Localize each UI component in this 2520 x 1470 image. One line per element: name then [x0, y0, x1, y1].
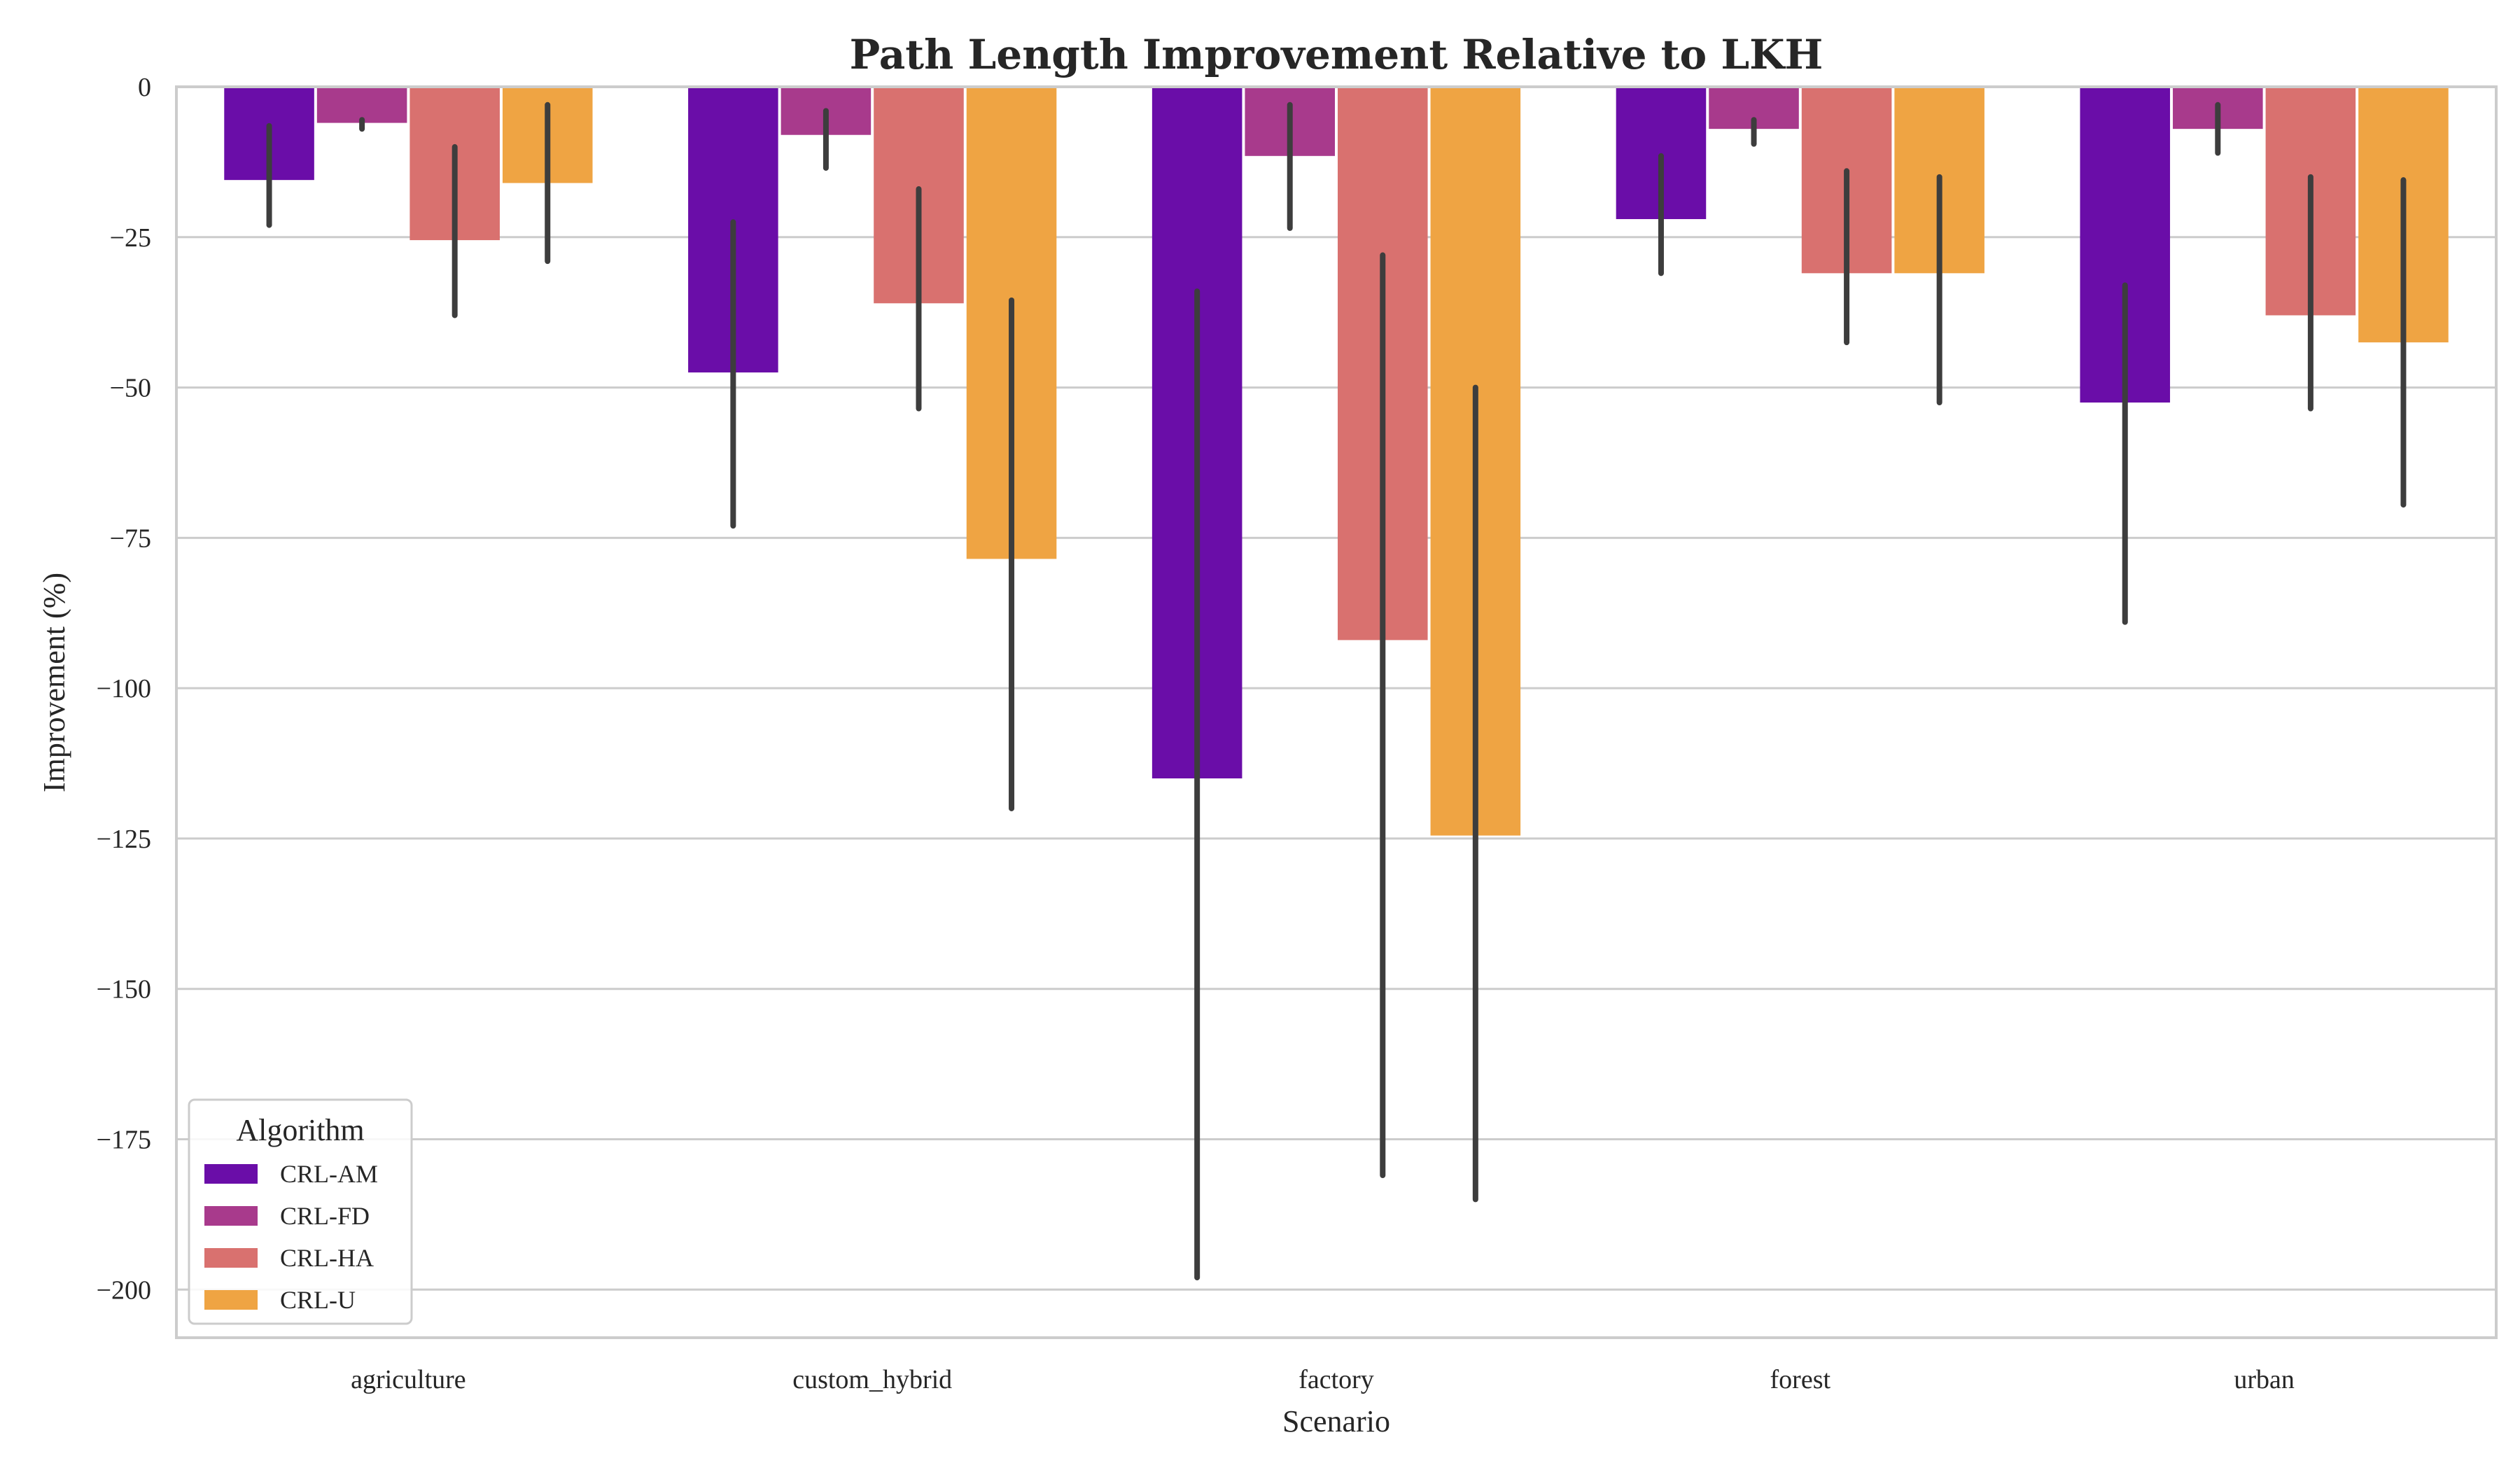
legend-title: Algorithm: [236, 1113, 364, 1147]
legend-items: CRL-AM CRL-FD CRL-HA CRL-U: [204, 1160, 378, 1314]
x-tick-label: factory: [1298, 1365, 1374, 1394]
y-tick-label: −175: [97, 1125, 151, 1154]
legend-label: CRL-U: [280, 1286, 356, 1314]
y-tick-label: −150: [97, 975, 151, 1004]
y-tick-label: −25: [110, 223, 151, 253]
error-bars: [266, 102, 2407, 1281]
legend-swatch: [204, 1206, 258, 1226]
bar: [316, 87, 407, 123]
y-tick-labels: 0 −25 −50 −75 −100 −125 −150 −175 −200: [97, 73, 151, 1305]
x-tick-label: forest: [1770, 1365, 1831, 1394]
y-tick-label: −50: [110, 374, 151, 403]
legend-swatch: [204, 1290, 258, 1310]
legend-swatch: [204, 1248, 258, 1268]
x-tick-label: urban: [2234, 1365, 2295, 1394]
x-tick-labels: agriculture custom_hybrid factory forest urb…: [351, 1365, 2295, 1394]
y-tick-label: −125: [97, 825, 151, 854]
y-tick-label: −100: [97, 674, 151, 704]
x-tick-label: agriculture: [351, 1365, 466, 1394]
y-tick-label: −75: [110, 524, 151, 553]
y-axis-label: Improvement (%): [37, 573, 71, 792]
y-tick-label: 0: [138, 73, 151, 102]
legend-swatch: [204, 1164, 258, 1184]
y-tick-label: −200: [97, 1275, 151, 1305]
plot-frame: [175, 85, 2498, 1339]
x-axis-label: Scenario: [1282, 1404, 1390, 1438]
x-tick-label: custom_hybrid: [792, 1365, 952, 1394]
legend: Algorithm CRL-AM CRL-FD CRL-HA CRL-U: [188, 1098, 413, 1325]
chart-title: Path Length Improvement Relative to LKH: [850, 31, 1823, 78]
legend-label: CRL-AM: [280, 1160, 378, 1188]
legend-label: CRL-FD: [280, 1202, 370, 1230]
legend-label: CRL-HA: [280, 1244, 374, 1272]
